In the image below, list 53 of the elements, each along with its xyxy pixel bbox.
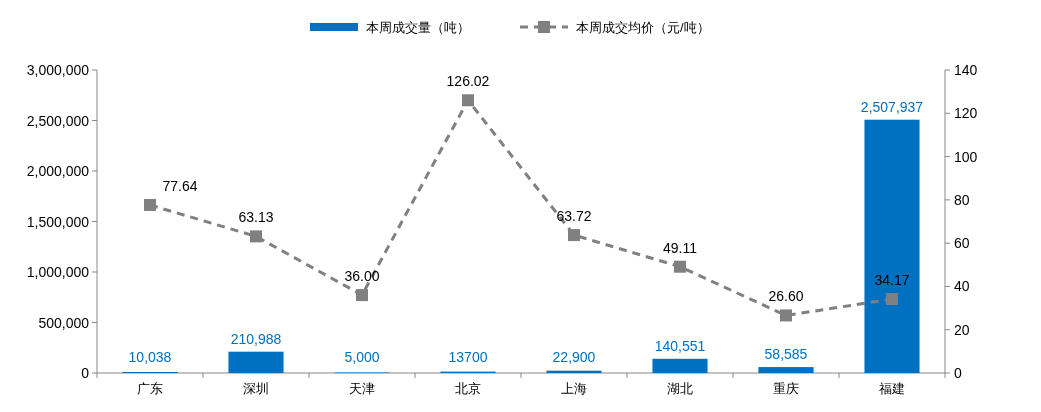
data-label: 140,551 <box>654 337 706 354</box>
legend-label: 本周成交量（吨） <box>366 20 470 35</box>
y2-tick-label: 100 <box>954 148 978 165</box>
y2-tick-label: 60 <box>954 235 970 252</box>
point <box>144 198 156 211</box>
legend-label: 本周成交均价（元/吨） <box>576 20 710 35</box>
data-label: 13700 <box>448 349 488 365</box>
y2-tick-label: 20 <box>954 321 970 338</box>
y2-tick-label: 0 <box>954 365 962 381</box>
point <box>250 230 262 243</box>
data-label: 26.60 <box>768 288 804 305</box>
y-tick-label: 500,000 <box>38 314 90 331</box>
data-label: 5,000 <box>344 349 380 365</box>
data-label: 77.64 <box>162 177 198 194</box>
y-tick-label: 0 <box>81 365 90 381</box>
data-label: 22,900 <box>552 349 596 365</box>
y2-tick-label: 40 <box>954 278 970 295</box>
y-tick-label: 2,500,000 <box>26 112 90 129</box>
point <box>462 94 474 107</box>
point <box>356 289 368 302</box>
y2-tick-label: 140 <box>954 62 978 78</box>
x-tick-label: 湖北 <box>667 381 693 396</box>
x-tick-label: 重庆 <box>773 381 799 396</box>
y-tick-label: 1,000,000 <box>26 264 90 280</box>
x-tick-label: 北京 <box>455 381 481 396</box>
x-tick-label: 福建 <box>879 381 905 396</box>
data-label: 126.02 <box>446 73 490 90</box>
bar <box>864 119 920 373</box>
data-label: 58,585 <box>764 346 808 363</box>
x-tick-label: 广东 <box>137 381 163 396</box>
data-label: 34.17 <box>874 272 910 289</box>
data-label: 63.72 <box>556 208 592 225</box>
y2-tick-label: 120 <box>954 105 978 122</box>
data-label: 210,988 <box>230 330 282 347</box>
bar <box>228 351 284 373</box>
data-label: 36.00 <box>344 268 380 285</box>
y-tick-label: 1,500,000 <box>26 213 90 230</box>
y2-tick-label: 80 <box>954 191 970 208</box>
data-label: 49.11 <box>663 239 698 256</box>
x-tick-label: 天津 <box>349 381 375 396</box>
point <box>886 293 898 306</box>
x-tick-label: 深圳 <box>243 381 269 396</box>
data-label: 10,038 <box>128 349 172 365</box>
x-tick-label: 上海 <box>561 381 587 396</box>
point <box>674 260 686 273</box>
bar <box>758 367 814 373</box>
data-label: 2,507,937 <box>860 98 924 115</box>
data-label: 63.13 <box>238 209 274 226</box>
y-tick-label: 2,000,000 <box>26 163 90 179</box>
point <box>780 309 792 322</box>
y-tick-label: 3,000,000 <box>26 62 90 78</box>
point <box>568 229 580 242</box>
bar <box>652 358 708 373</box>
